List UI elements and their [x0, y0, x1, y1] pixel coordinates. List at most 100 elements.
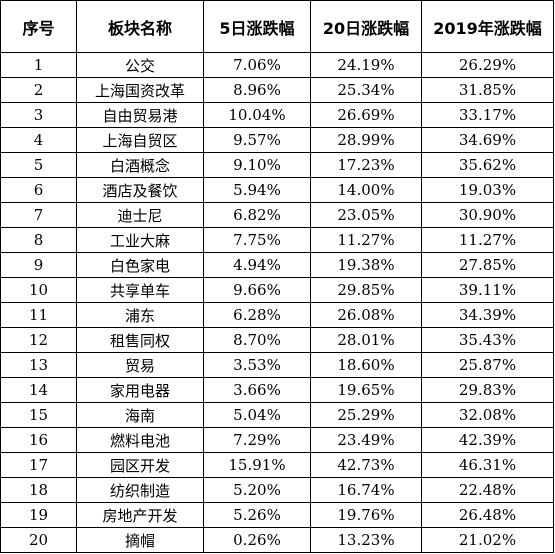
cell-index: 9 [0, 252, 77, 278]
cell-2019-change: 32.08% [421, 402, 554, 428]
cell-index: 8 [0, 227, 77, 253]
cell-index: 20 [0, 527, 77, 553]
cell-2019-change: 42.39% [421, 427, 554, 453]
cell-20day-change: 42.73% [310, 452, 422, 478]
cell-5day-change: 6.82% [203, 202, 311, 228]
cell-5day-change: 5.20% [203, 477, 311, 503]
cell-5day-change: 5.04% [203, 402, 311, 428]
cell-sector-name: 工业大麻 [76, 227, 204, 253]
cell-2019-change: 33.17% [421, 102, 554, 128]
cell-index: 16 [0, 427, 77, 453]
cell-sector-name: 贸易 [76, 352, 204, 378]
cell-2019-change: 39.11% [421, 277, 554, 303]
table-row: 3 自由贸易港 10.04% 26.69% 33.17% [0, 102, 554, 128]
cell-5day-change: 8.70% [203, 327, 311, 353]
cell-5day-change: 9.57% [203, 127, 311, 153]
cell-index: 17 [0, 452, 77, 478]
cell-sector-name: 租售同权 [76, 327, 204, 353]
cell-2019-change: 34.69% [421, 127, 554, 153]
cell-sector-name: 白色家电 [76, 252, 204, 278]
cell-5day-change: 3.66% [203, 377, 311, 403]
table-row: 20 摘帽 0.26% 13.23% 21.02% [0, 527, 554, 553]
table-row: 15 海南 5.04% 25.29% 32.08% [0, 402, 554, 428]
cell-20day-change: 25.29% [310, 402, 422, 428]
cell-sector-name: 白酒概念 [76, 152, 204, 178]
table-row: 12 租售同权 8.70% 28.01% 35.43% [0, 327, 554, 353]
cell-sector-name: 浦东 [76, 302, 204, 328]
table-row: 2 上海国资改革 8.96% 25.34% 31.85% [0, 77, 554, 103]
table-row: 5 白酒概念 9.10% 17.23% 35.62% [0, 152, 554, 178]
table-row: 4 上海自贸区 9.57% 28.99% 34.69% [0, 127, 554, 153]
cell-sector-name: 酒店及餐饮 [76, 177, 204, 203]
cell-2019-change: 31.85% [421, 77, 554, 103]
cell-2019-change: 46.31% [421, 452, 554, 478]
cell-index: 5 [0, 152, 77, 178]
cell-sector-name: 园区开发 [76, 452, 204, 478]
cell-2019-change: 27.85% [421, 252, 554, 278]
cell-sector-name: 公交 [76, 52, 204, 78]
cell-2019-change: 26.48% [421, 502, 554, 528]
cell-2019-change: 21.02% [421, 527, 554, 553]
cell-index: 4 [0, 127, 77, 153]
header-2019-change: 2019年涨跌幅 [421, 0, 554, 53]
cell-2019-change: 22.48% [421, 477, 554, 503]
cell-index: 6 [0, 177, 77, 203]
cell-index: 19 [0, 502, 77, 528]
cell-2019-change: 30.90% [421, 202, 554, 228]
cell-sector-name: 海南 [76, 402, 204, 428]
table-row: 8 工业大麻 7.75% 11.27% 11.27% [0, 227, 554, 253]
cell-sector-name: 家用电器 [76, 377, 204, 403]
cell-sector-name: 房地产开发 [76, 502, 204, 528]
cell-index: 11 [0, 302, 77, 328]
cell-5day-change: 10.04% [203, 102, 311, 128]
cell-sector-name: 共享单车 [76, 277, 204, 303]
cell-index: 12 [0, 327, 77, 353]
cell-20day-change: 26.08% [310, 302, 422, 328]
cell-sector-name: 上海自贸区 [76, 127, 204, 153]
cell-index: 18 [0, 477, 77, 503]
cell-2019-change: 35.62% [421, 152, 554, 178]
cell-5day-change: 9.10% [203, 152, 311, 178]
cell-5day-change: 3.53% [203, 352, 311, 378]
cell-index: 14 [0, 377, 77, 403]
cell-5day-change: 7.06% [203, 52, 311, 78]
cell-index: 10 [0, 277, 77, 303]
cell-index: 15 [0, 402, 77, 428]
table-row: 11 浦东 6.28% 26.08% 34.39% [0, 302, 554, 328]
cell-sector-name: 摘帽 [76, 527, 204, 553]
cell-2019-change: 26.29% [421, 52, 554, 78]
cell-2019-change: 11.27% [421, 227, 554, 253]
cell-20day-change: 23.05% [310, 202, 422, 228]
cell-2019-change: 35.43% [421, 327, 554, 353]
cell-5day-change: 9.66% [203, 277, 311, 303]
cell-5day-change: 0.26% [203, 527, 311, 553]
header-row: 序号 板块名称 5日涨跌幅 20日涨跌幅 2019年涨跌幅 [0, 0, 554, 53]
cell-5day-change: 4.94% [203, 252, 311, 278]
table-row: 16 燃料电池 7.29% 23.49% 42.39% [0, 427, 554, 453]
cell-20day-change: 28.01% [310, 327, 422, 353]
cell-20day-change: 19.76% [310, 502, 422, 528]
cell-index: 2 [0, 77, 77, 103]
table-row: 10 共享单车 9.66% 29.85% 39.11% [0, 277, 554, 303]
cell-20day-change: 24.19% [310, 52, 422, 78]
table-row: 19 房地产开发 5.26% 19.76% 26.48% [0, 502, 554, 528]
header-index: 序号 [0, 0, 77, 53]
cell-20day-change: 23.49% [310, 427, 422, 453]
cell-sector-name: 上海国资改革 [76, 77, 204, 103]
cell-20day-change: 28.99% [310, 127, 422, 153]
table-row: 14 家用电器 3.66% 19.65% 29.83% [0, 377, 554, 403]
table-body: 1 公交 7.06% 24.19% 26.29% 2 上海国资改革 8.96% 25.34% 31… [0, 52, 554, 553]
header-5day-change: 5日涨跌幅 [203, 0, 311, 53]
cell-index: 7 [0, 202, 77, 228]
cell-index: 1 [0, 52, 77, 78]
table-row: 9 白色家电 4.94% 19.38% 27.85% [0, 252, 554, 278]
table-row: 1 公交 7.06% 24.19% 26.29% [0, 52, 554, 78]
cell-sector-name: 纺织制造 [76, 477, 204, 503]
cell-20day-change: 29.85% [310, 277, 422, 303]
cell-20day-change: 16.74% [310, 477, 422, 503]
cell-2019-change: 25.87% [421, 352, 554, 378]
cell-index: 3 [0, 102, 77, 128]
table-row: 18 纺织制造 5.20% 16.74% 22.48% [0, 477, 554, 503]
cell-5day-change: 5.94% [203, 177, 311, 203]
